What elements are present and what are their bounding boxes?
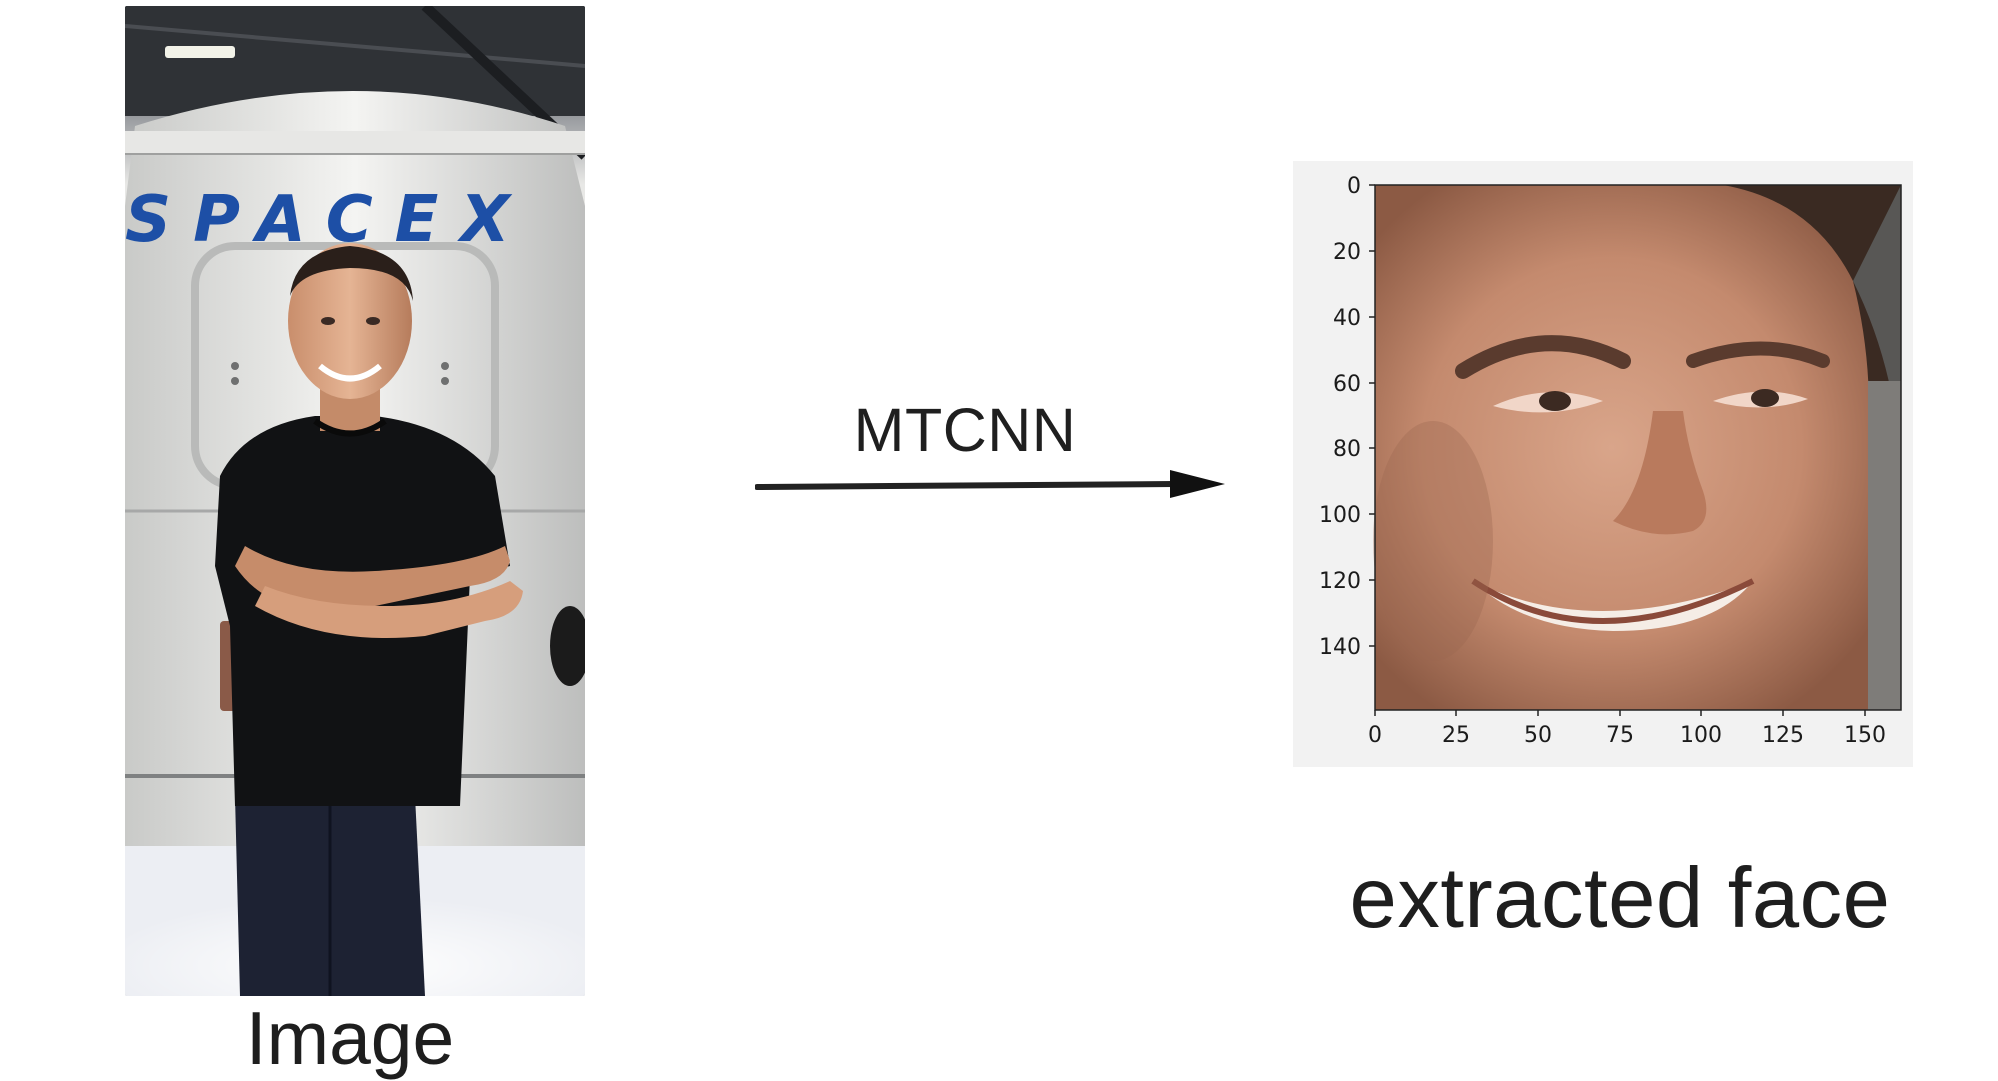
- x-tick-label: 25: [1442, 723, 1470, 748]
- x-tick-label: 125: [1762, 723, 1804, 748]
- method-label: MTCNN: [853, 396, 1077, 464]
- input-photo: SPACEX: [125, 6, 585, 996]
- y-tick-label: 0: [1347, 174, 1361, 199]
- x-tick-label: 0: [1368, 723, 1382, 748]
- output-caption: extracted face: [1349, 851, 1891, 946]
- process-arrow: [755, 470, 1225, 498]
- y-tick-label: 80: [1333, 437, 1361, 462]
- y-tick-label: 120: [1319, 569, 1361, 594]
- y-axis: 0 20 40 60 80 100 120 140: [1319, 174, 1375, 660]
- y-tick-label: 140: [1319, 635, 1361, 660]
- extracted-face-plot: 0 20 40 60 80 100 120 140 0 25 50 75 100…: [1293, 161, 1913, 767]
- input-photo-illustration: SPACEX: [125, 6, 585, 996]
- x-tick-label: 50: [1524, 723, 1552, 748]
- y-tick-label: 100: [1319, 503, 1361, 528]
- y-tick-label: 60: [1333, 372, 1361, 397]
- person: [215, 243, 523, 996]
- x-tick-label: 100: [1680, 723, 1722, 748]
- face-image: [1373, 185, 1901, 710]
- y-tick-label: 40: [1333, 306, 1361, 331]
- x-tick-label: 75: [1606, 723, 1634, 748]
- y-tick-label: 20: [1333, 240, 1361, 265]
- x-axis: 0 25 50 75 100 125 150: [1368, 710, 1886, 748]
- x-tick-label: 150: [1844, 723, 1886, 748]
- input-caption: Image: [245, 996, 455, 1080]
